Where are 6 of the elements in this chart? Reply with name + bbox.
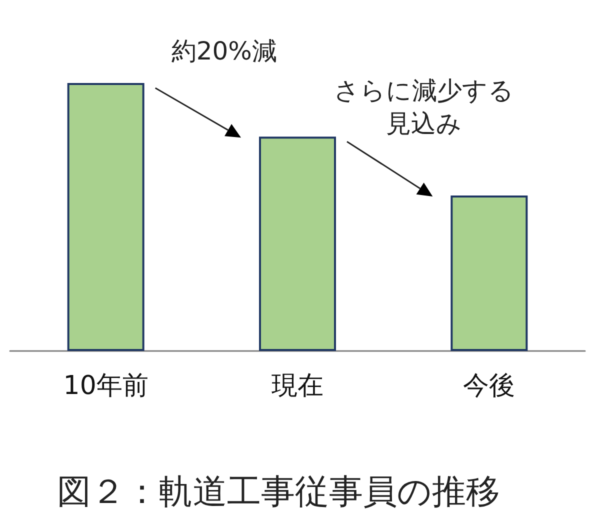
x-tick-label: 今後 xyxy=(463,371,516,401)
x-tick-label: 10年前 xyxy=(63,371,148,401)
annotation: さらに減少する見込み xyxy=(332,75,515,140)
text: 約20%減 xyxy=(171,35,277,68)
text: 図２：軌道工事従事員の推移 xyxy=(57,472,500,512)
x-tick-label: 現在 xyxy=(272,371,324,401)
